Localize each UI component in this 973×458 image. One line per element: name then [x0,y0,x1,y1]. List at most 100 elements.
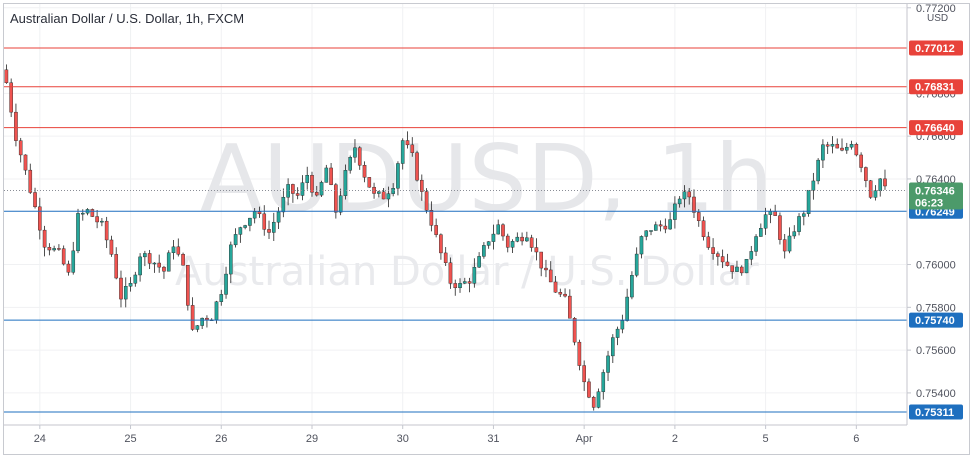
x-tick-label: 5 [763,433,769,445]
candle-body [639,236,644,255]
candle-body [61,248,66,265]
candle-body [496,224,501,235]
x-tick-label: 30 [397,433,409,445]
candle-body [367,177,372,188]
candle-body [534,247,539,253]
candle-body [334,184,338,213]
current-price-text: 0.76346 [915,186,955,198]
candle-body [773,211,777,216]
candle-body [386,193,391,200]
candle-body [324,167,329,183]
candle-body [782,239,787,252]
candle-body [443,252,448,264]
candle-body [410,144,415,153]
candle-body [596,391,601,408]
candle-body [491,233,496,242]
candle-body [716,253,720,257]
candle-body [305,175,310,183]
candle-body [396,163,400,189]
candle-body [501,224,505,237]
resistance-tag [909,40,963,56]
candle-body [840,147,844,151]
candle-body [66,263,71,273]
candle-body [510,241,515,248]
candle-body [711,247,715,254]
x-tick-label: 25 [124,433,136,445]
candle-body [792,231,797,237]
candle-body [663,225,668,230]
candle-body [763,214,768,229]
x-tick-label: 6 [853,433,859,445]
candle-body [348,157,352,171]
candle-body [42,229,47,248]
candle-body [472,266,477,284]
candle-body [377,191,381,194]
resistance-tag-text: 0.76640 [915,123,955,135]
candle-body [730,265,734,272]
grid [4,4,906,424]
candle-body [505,235,510,248]
candle-body [100,220,104,223]
candle-body [811,180,816,191]
candle-body [205,317,209,321]
price-axis[interactable]: 0.772000.768000.766000.764000.760000.758… [907,3,956,400]
candle-body [248,217,252,226]
candle-body [338,195,343,213]
candle-body [563,293,567,297]
candle-body [434,225,438,235]
support-tag [909,404,963,420]
candle-body [725,261,730,266]
candle-body [525,237,529,242]
candle-body [467,281,472,284]
candle-body [319,182,324,196]
candle-body [687,191,692,198]
candle-body [162,266,166,272]
resistance-tag-text: 0.76831 [915,82,955,94]
candle-body [462,281,467,284]
time-axis[interactable]: 24 25 26 29 30 31 Apr 2 5 6 [34,425,860,445]
candle-body [706,236,711,248]
candle-body [291,184,295,194]
chart-title: Australian Dollar / U.S. Dollar, 1h, FXC… [10,11,245,26]
candle-body [104,220,109,241]
support-tag-text: 0.75740 [915,315,955,327]
x-tick-label: 31 [487,433,499,445]
candle-body [696,212,701,221]
candle-body [787,235,792,252]
candle-body [4,69,9,83]
candle-body [357,147,362,166]
candle-body [739,266,744,274]
candle-body [76,213,80,252]
candle-body [310,175,314,193]
candle-body [405,140,410,146]
candle-body [147,253,152,264]
candle-body [768,211,773,215]
candle-body [625,296,629,321]
candle-body [90,209,95,217]
candle-body [482,245,486,257]
candle-body [429,210,434,226]
candle-body [658,224,663,227]
candle-body [644,230,649,237]
candle-body [138,256,142,276]
candle-body [720,256,725,263]
watermark-symbol: AUDUSD, 1h [200,125,773,232]
candle-body [195,325,200,330]
candle-body [219,294,224,302]
candle-body [544,267,548,271]
candle-body [448,262,453,284]
y-tick-label: 0.75600 [916,345,956,357]
candle-body [615,328,620,338]
candle-body [362,164,367,178]
candle-body [830,143,835,147]
candle-body [878,178,883,191]
candle-body [267,229,271,233]
currency-label: USD [927,13,948,24]
candle-body [166,252,171,272]
candle-body [439,234,443,254]
candle-body [582,365,586,383]
candle-body [9,82,13,113]
resistance-tag-text: 0.77012 [915,43,955,55]
candle-body [157,262,161,268]
